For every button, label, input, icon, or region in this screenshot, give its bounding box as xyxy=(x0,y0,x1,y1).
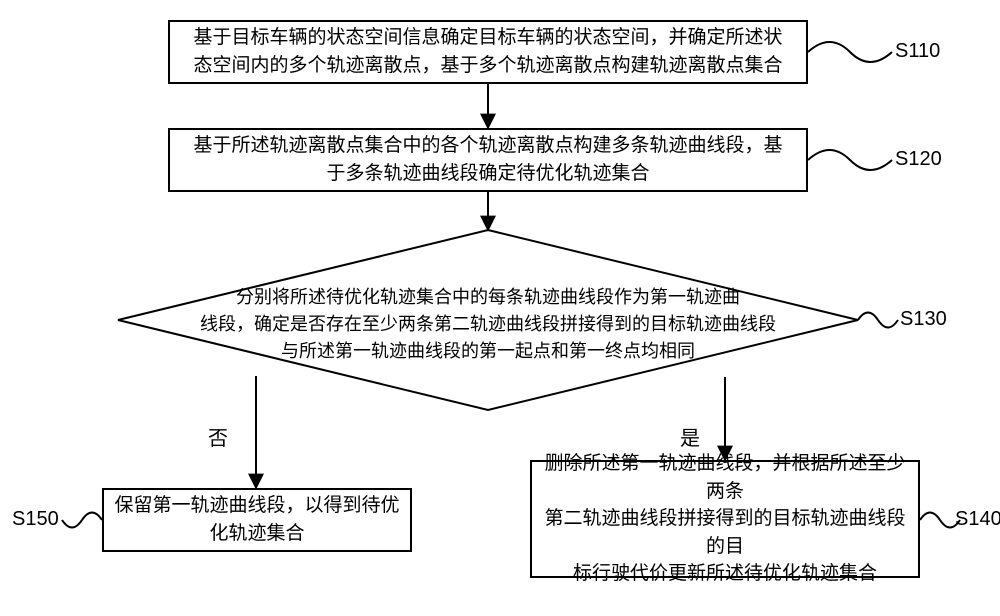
branch-no: 否 xyxy=(208,422,228,451)
node-s120-text: 基于所述轨迹离散点集合中的各个轨迹离散点构建多条轨迹曲线段，基于多条轨迹曲线段确… xyxy=(193,132,782,187)
node-s110-text: 基于目标车辆的状态空间信息确定目标车辆的状态空间，并确定所述状态空间内的多个轨迹… xyxy=(193,24,782,79)
label-s130: S130 xyxy=(900,308,947,331)
label-s120: S120 xyxy=(895,148,942,171)
node-s120: 基于所述轨迹离散点集合中的各个轨迹离散点构建多条轨迹曲线段，基于多条轨迹曲线段确… xyxy=(168,128,808,192)
tilde-s120 xyxy=(808,150,892,170)
tilde-s110 xyxy=(808,42,892,62)
label-s140: S140 xyxy=(955,508,1000,531)
tilde-s140 xyxy=(920,513,960,528)
node-s130-textwrap: 分别将所述待优化轨迹集合中的每条轨迹曲线段作为第一轨迹曲线段，确定是否存在至少两… xyxy=(190,284,786,365)
node-s140-text: 删除所述第一轨迹曲线段，并根据所述至少两条第二轨迹曲线段拼接得到的目标轨迹曲线段… xyxy=(542,450,908,588)
flowchart-container: 基于目标车辆的状态空间信息确定目标车辆的状态空间，并确定所述状态空间内的多个轨迹… xyxy=(0,0,1000,616)
label-s150: S150 xyxy=(12,508,59,531)
tilde-s130 xyxy=(858,313,898,328)
node-s150-text: 保留第一轨迹曲线段，以得到待优化轨迹集合 xyxy=(114,492,399,547)
label-s110: S110 xyxy=(895,40,940,63)
node-s110: 基于目标车辆的状态空间信息确定目标车辆的状态空间，并确定所述状态空间内的多个轨迹… xyxy=(168,20,808,84)
node-s140: 删除所述第一轨迹曲线段，并根据所述至少两条第二轨迹曲线段拼接得到的目标轨迹曲线段… xyxy=(530,460,920,578)
tilde-s150 xyxy=(62,513,102,528)
node-s130-text: 分别将所述待优化轨迹集合中的每条轨迹曲线段作为第一轨迹曲线段，确定是否存在至少两… xyxy=(200,287,776,361)
branch-yes: 是 xyxy=(680,422,700,451)
node-s150: 保留第一轨迹曲线段，以得到待优化轨迹集合 xyxy=(102,488,412,552)
